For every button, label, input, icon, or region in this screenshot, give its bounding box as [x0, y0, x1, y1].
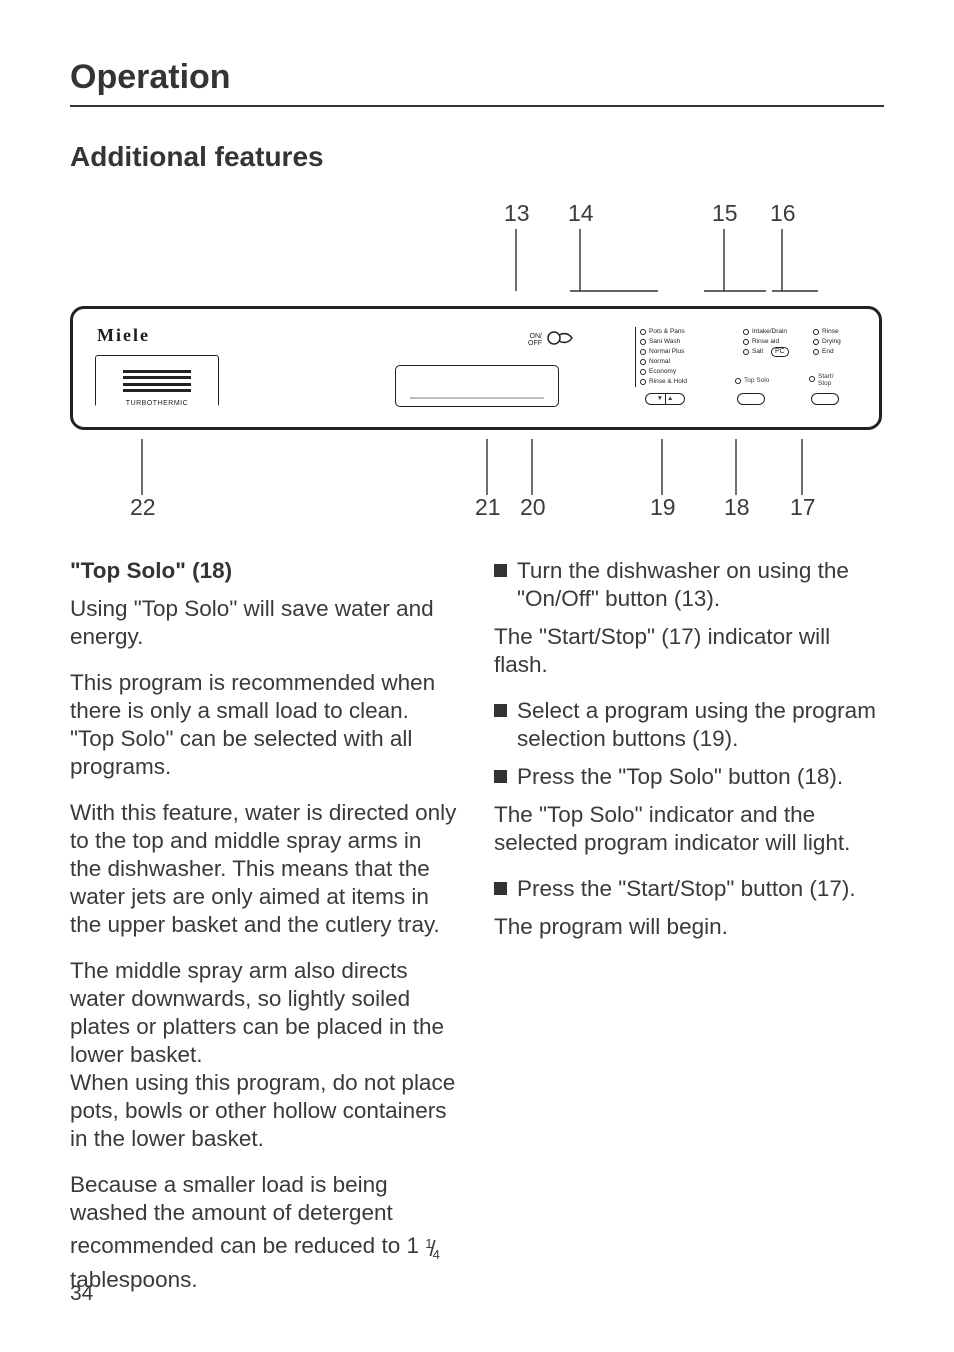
- program-list: Pots & Pans Sani Wash Normal Plus Normal…: [635, 327, 687, 387]
- callout-13: 13: [504, 200, 530, 226]
- onoff-label: ON/ OFF: [528, 333, 542, 347]
- page-number: 34: [70, 1282, 93, 1306]
- indicator-col-right: Rinse Drying End: [813, 327, 841, 357]
- control-panel-diagram: 13 14 15 16 22 21 20 19 18 17 Miele: [70, 199, 882, 529]
- paragraph: The middle spray arm also directs water …: [70, 957, 458, 1153]
- page-title: Operation: [70, 58, 884, 107]
- callout-19: 19: [650, 494, 676, 520]
- program-item: Pots & Pans: [640, 327, 687, 337]
- indicator-item: Rinse aid: [743, 337, 789, 347]
- callout-22: 22: [130, 494, 156, 520]
- fraction: 1/4: [425, 1230, 440, 1269]
- top-solo-subhead: "Top Solo" (18): [70, 557, 458, 585]
- program-item: Economy: [640, 367, 687, 377]
- right-column: Turn the dishwasher on using the "On/Off…: [494, 557, 882, 1312]
- paragraph: This program is recommended when there i…: [70, 669, 458, 781]
- callout-16: 16: [770, 200, 796, 226]
- top-solo-label: Top Solo: [735, 377, 769, 384]
- square-bullet-icon: [494, 770, 507, 783]
- control-panel: Miele TURBOTHERMIC ON/ OFF Pots & Pans S…: [70, 306, 882, 430]
- indicator-col-center: Intake/Drain Rinse aid Salt PC: [743, 327, 789, 357]
- square-bullet-icon: [494, 882, 507, 895]
- start-stop-button: [811, 393, 839, 405]
- paragraph: Because a smaller load is being washed t…: [70, 1171, 458, 1294]
- brand-logo: Miele: [97, 325, 150, 346]
- callout-21: 21: [475, 494, 501, 520]
- indicator-item: Salt PC: [743, 347, 789, 357]
- top-solo-button: [737, 393, 765, 405]
- square-bullet-icon: [494, 704, 507, 717]
- indicator-item: End: [813, 347, 841, 357]
- turbothermic-box: TURBOTHERMIC: [95, 355, 219, 407]
- indicator-item: Rinse: [813, 327, 841, 337]
- program-item: Sani Wash: [640, 337, 687, 347]
- callout-20: 20: [520, 494, 546, 520]
- instruction-step: Select a program using the program selec…: [494, 697, 882, 753]
- section-title: Additional features: [70, 141, 884, 173]
- square-bullet-icon: [494, 564, 507, 577]
- program-item: Normal: [640, 357, 687, 367]
- program-item: Normal Plus: [640, 347, 687, 357]
- pc-pill: PC: [771, 347, 789, 357]
- callout-14: 14: [568, 200, 594, 226]
- onoff-switch-icon: [547, 331, 573, 345]
- program-item: Rinse & Hold: [640, 377, 687, 387]
- paragraph: The program will begin.: [494, 913, 882, 941]
- left-column: "Top Solo" (18) Using "Top Solo" will sa…: [70, 557, 458, 1312]
- callout-15: 15: [712, 200, 738, 226]
- indicator-item: Intake/Drain: [743, 327, 789, 337]
- turbothermic-label: TURBOTHERMIC: [96, 400, 218, 407]
- indicator-item: Drying: [813, 337, 841, 347]
- instruction-step: Press the "Top Solo" button (18).: [494, 763, 882, 791]
- callout-17: 17: [790, 494, 816, 520]
- body-columns: "Top Solo" (18) Using "Top Solo" will sa…: [70, 557, 884, 1312]
- door-latch-button: [395, 365, 559, 407]
- paragraph: The "Top Solo" indicator and the selecte…: [494, 801, 882, 857]
- instruction-step: Press the "Start/Stop" button (17).: [494, 875, 882, 903]
- program-select-button: ▼ ▲: [645, 393, 685, 405]
- start-stop-label: Start/ Stop: [809, 373, 834, 387]
- paragraph: Using "Top Solo" will save water and ene…: [70, 595, 458, 651]
- instruction-step: Turn the dishwasher on using the "On/Off…: [494, 557, 882, 613]
- callout-18: 18: [724, 494, 750, 520]
- paragraph: The "Start/Stop" (17) indicator will fla…: [494, 623, 882, 679]
- paragraph: With this feature, water is directed onl…: [70, 799, 458, 939]
